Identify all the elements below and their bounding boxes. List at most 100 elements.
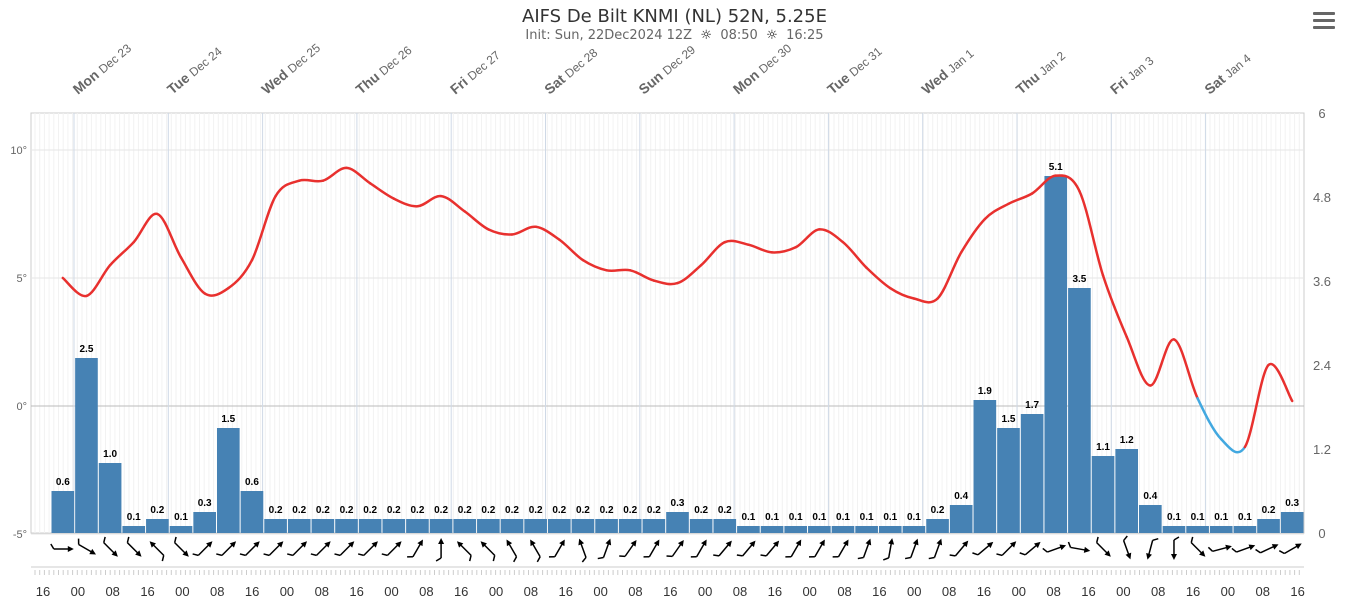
day-label: Sat Dec 28 [541,45,600,97]
wind-barb-icon [239,541,260,557]
wind-barb-head [1295,543,1302,550]
precip-label: 0.1 [174,512,188,523]
precip-bar [335,519,358,533]
wind-barb-icon [1207,544,1232,553]
y-left-tick: 10° [10,145,27,157]
day-label-text: Fri Jan 3 [1107,52,1157,97]
temperature-line [463,210,490,231]
temperature-line [770,246,797,254]
x-hour-label: 16 [454,584,468,599]
precip-bar [75,358,98,533]
wind-barb-head [1225,544,1232,551]
precip-label: 0.4 [1143,491,1157,502]
wind-barb-icon [809,539,825,558]
wind-barb-head [630,539,637,547]
wind-barb-feather [832,556,839,558]
precip-label: 0.2 [647,505,661,516]
wind-barb-icon [690,539,707,558]
wind-barb-feather [126,536,130,543]
precip-label: 0.6 [56,477,70,488]
wind-barb-feather [161,555,165,562]
day-label-text: Tue Dec 31 [824,43,885,98]
chart-subtitle: Init: Sun, 22Dec2024 12Z ☼ 08:50 ☼ 16:25 [0,28,1349,43]
chart-title: AIFS De Bilt KNMI (NL) 52N, 5.25E [522,6,827,27]
sunrise-icon: ☼ [700,28,713,43]
precip-label: 0.1 [741,512,755,523]
precip-label: 1.2 [1120,435,1134,446]
day-label-text: Thu Dec 26 [353,41,415,97]
wind-barb-feather [972,552,979,556]
precip-bar [595,519,618,533]
precip-bar [689,519,713,533]
day-label: Fri Jan 3 [1107,52,1157,97]
wind-barb-icon [407,539,423,558]
precip-bar [122,526,146,533]
wind-barb-head [725,540,732,548]
x-hour-label: 08 [419,584,433,599]
precip-bar [477,519,500,533]
wind-barb-icon [760,540,780,557]
temperature-line [1243,363,1270,449]
wind-barb-icon [785,539,802,558]
y-right-tick: 4.8 [1313,190,1331,205]
precip-label: 0.3 [198,498,212,509]
temperature-line [321,166,348,182]
wind-barb-head [578,538,585,546]
wind-barb-feather [334,553,341,557]
precip-label: 1.9 [978,386,992,397]
precip-bar [666,512,689,533]
wind-barb-feather [904,556,911,560]
x-hour-label: 00 [280,584,294,599]
wind-barb-icon [1019,541,1041,556]
day-label: Wed Dec 25 [258,41,323,98]
precip-label: 0.2 [150,505,164,516]
wind-barb-icon [126,536,142,557]
precip-bar [618,519,642,533]
wind-barb-head [89,548,96,555]
wind-barb-feather [1042,547,1048,553]
temperature-line [1172,338,1199,400]
wind-barb-icon [1278,543,1302,555]
temperature-line [699,240,727,267]
wind-barb-head [986,541,994,549]
precip-bar [1139,505,1162,533]
wind-barb-head [530,539,536,547]
wind-barb-icon [480,541,496,562]
wind-barb-feather [996,553,1003,557]
precip-bar [1020,414,1044,533]
temperature-line [227,258,254,290]
precip-bar [1257,519,1280,533]
wind-barb-icon [832,539,849,558]
wind-barb-feather [263,553,270,557]
precip-bar [311,519,335,533]
wind-barb-icon [972,541,994,556]
wind-barb-icon [456,541,472,562]
temperature-line [1220,438,1247,454]
precip-label: 0.1 [127,512,141,523]
x-hour-label: 00 [384,584,398,599]
wind-barb-head [677,539,684,547]
day-label-text: Mon Dec 23 [70,39,135,97]
wind-barb-feather [1019,552,1026,556]
precip-label: 0.2 [292,505,306,516]
x-hour-label: 00 [593,584,607,599]
temperature-line [487,228,514,236]
x-hour-label: 16 [663,584,677,599]
wind-barb-head [1248,544,1256,551]
precip-label: 0.2 [481,505,495,516]
x-hour-label: 16 [559,584,573,599]
temperature-line [936,251,963,300]
wind-barb-head [819,539,825,547]
wind-barb-icon [949,540,969,557]
wind-barb-feather [468,555,472,562]
hamburger-menu-icon[interactable] [1313,12,1335,32]
temperature-line [534,225,561,241]
temperature-line [61,276,88,298]
wind-barb-icon [1095,536,1111,557]
precip-bar [1186,526,1209,533]
day-label-text: Tue Dec 24 [164,43,225,98]
precip-label: 0.2 [529,505,543,516]
wind-barb-icon [50,543,74,552]
precip-label: 0.2 [505,505,519,516]
